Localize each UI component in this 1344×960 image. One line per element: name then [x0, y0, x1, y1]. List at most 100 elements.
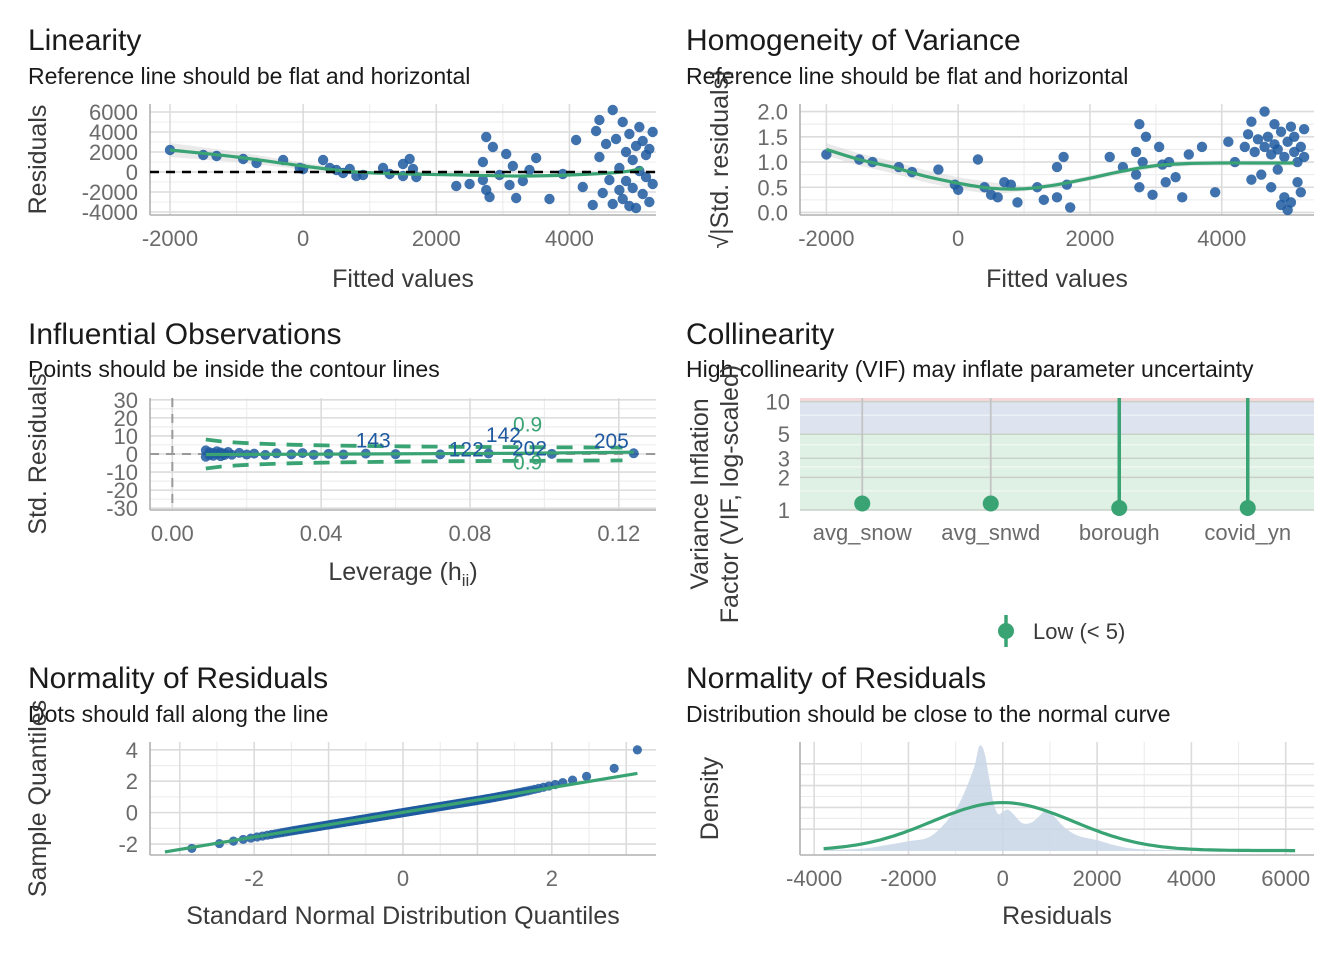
- collinearity-panel: Collinearity High collinearity (VIF) may …: [686, 318, 1314, 647]
- data-point: [1272, 164, 1283, 175]
- data-point: [577, 181, 588, 193]
- data-point: [1246, 116, 1257, 127]
- data-point: [590, 125, 602, 137]
- qq-ytick-label: -2: [118, 832, 138, 857]
- cooks-level-label: 0.9: [513, 413, 542, 436]
- cooks-contour-upper: [205, 437, 623, 450]
- data-point: [1256, 169, 1267, 180]
- influential-ytick-label: -10: [106, 460, 138, 485]
- data-point: [1130, 169, 1142, 180]
- legend-key-point: [998, 623, 1014, 639]
- data-point: [1285, 121, 1297, 132]
- data-point: [487, 141, 499, 153]
- vif-point: [854, 495, 871, 512]
- data-point: [1012, 197, 1023, 208]
- data-point: [570, 134, 582, 146]
- data-point: [972, 154, 984, 165]
- data-point: [481, 131, 492, 143]
- collinearity-ytick-label: 10: [766, 390, 790, 415]
- observation-label: 143: [356, 429, 391, 452]
- linearity-xtick-label: 2000: [412, 226, 461, 251]
- data-point: [614, 184, 625, 196]
- homogeneity-title: Homogeneity of Variance: [686, 24, 1021, 57]
- data-point: [604, 174, 615, 186]
- data-point: [620, 175, 632, 187]
- data-point: [637, 135, 648, 147]
- data-point: [1005, 179, 1017, 190]
- data-point: [530, 152, 542, 164]
- data-point: [1272, 144, 1283, 155]
- density-xtick-label: 0: [997, 866, 1009, 891]
- cooks-level-label: 0.9: [513, 451, 542, 474]
- data-point: [1058, 151, 1069, 163]
- data-point: [1130, 146, 1142, 158]
- data-point: [1137, 156, 1148, 168]
- collinearity-ytick-label: 3: [778, 446, 790, 471]
- normal-curve: [823, 800, 1296, 853]
- data-point: [464, 178, 475, 190]
- moderate-vif-band: [800, 401, 1314, 435]
- homogeneity-ytick-label: 0.0: [757, 200, 788, 225]
- data-point: [952, 184, 964, 195]
- data-point: [1262, 131, 1274, 142]
- data-point: [1292, 177, 1303, 188]
- data-point: [632, 745, 642, 755]
- influential-ytick-label: 30: [114, 388, 138, 413]
- density-xtick-label: 4000: [1167, 866, 1216, 891]
- data-point: [544, 193, 555, 205]
- data-point: [1239, 141, 1251, 153]
- density-xtick-label: 6000: [1261, 866, 1310, 891]
- observation-label: 205: [594, 430, 629, 453]
- data-point: [1259, 141, 1270, 153]
- qq-xtick-label: 0: [397, 866, 409, 891]
- data-point: [1223, 136, 1234, 148]
- density-xtick-label: -4000: [786, 866, 842, 891]
- influential-xtick-label: 0.08: [449, 521, 492, 546]
- data-point: [607, 198, 618, 210]
- data-point: [484, 191, 495, 203]
- linearity-xtick-label: -2000: [142, 226, 198, 251]
- collinearity-title: Collinearity: [686, 318, 834, 351]
- data-point: [1196, 141, 1208, 153]
- data-point: [1038, 194, 1050, 206]
- linearity-title: Linearity: [28, 24, 141, 57]
- homogeneity-ytick-label: 1.5: [757, 125, 788, 150]
- data-point: [510, 192, 522, 204]
- data-point: [451, 180, 462, 192]
- qq-xlabel: Standard Normal Distribution Quantiles: [186, 902, 620, 930]
- data-point: [640, 171, 652, 183]
- linearity-xtick-label: 4000: [545, 226, 594, 251]
- data-point: [594, 114, 605, 126]
- qq-panel: Normality of Residuals Dots should fall a…: [24, 662, 656, 930]
- linearity-subtitle: Reference line should be flat and horizo…: [28, 63, 470, 89]
- data-point: [1295, 141, 1307, 153]
- data-point: [647, 126, 658, 138]
- loess-line: [169, 148, 644, 178]
- homogeneity-xtick-label: -2000: [798, 226, 854, 251]
- data-point: [1160, 177, 1171, 188]
- data-point: [1177, 192, 1188, 203]
- data-point: [1298, 124, 1310, 135]
- homogeneity-ytick-label: 0.5: [757, 175, 788, 200]
- influential-ylabel: Std. Residuals: [24, 373, 52, 534]
- observation-label: 202: [512, 437, 547, 460]
- density-xtick-label: -2000: [880, 866, 936, 891]
- qq-xtick-label: 2: [546, 866, 558, 891]
- data-point: [607, 104, 618, 116]
- linearity-ytick-label: 0: [126, 160, 138, 185]
- data-point: [1275, 126, 1287, 137]
- influential-ytick-label: -30: [106, 496, 138, 521]
- data-point: [1298, 151, 1310, 163]
- data-point: [600, 138, 612, 150]
- linearity-ytick-label: -2000: [82, 180, 138, 205]
- homogeneity-xtick-label: 0: [952, 226, 964, 251]
- linearity-ytick-label: 4000: [89, 120, 138, 145]
- data-point: [1147, 189, 1158, 201]
- influential-panel: Influential Observations Points should be…: [24, 318, 656, 590]
- data-point: [933, 164, 944, 175]
- data-point: [637, 188, 648, 200]
- influential-ytick-label: 10: [114, 424, 138, 449]
- linearity-ytick-label: -4000: [82, 200, 138, 225]
- influential-xtick-label: 0.00: [151, 521, 194, 546]
- collinearity-ytick-label: 2: [778, 465, 790, 490]
